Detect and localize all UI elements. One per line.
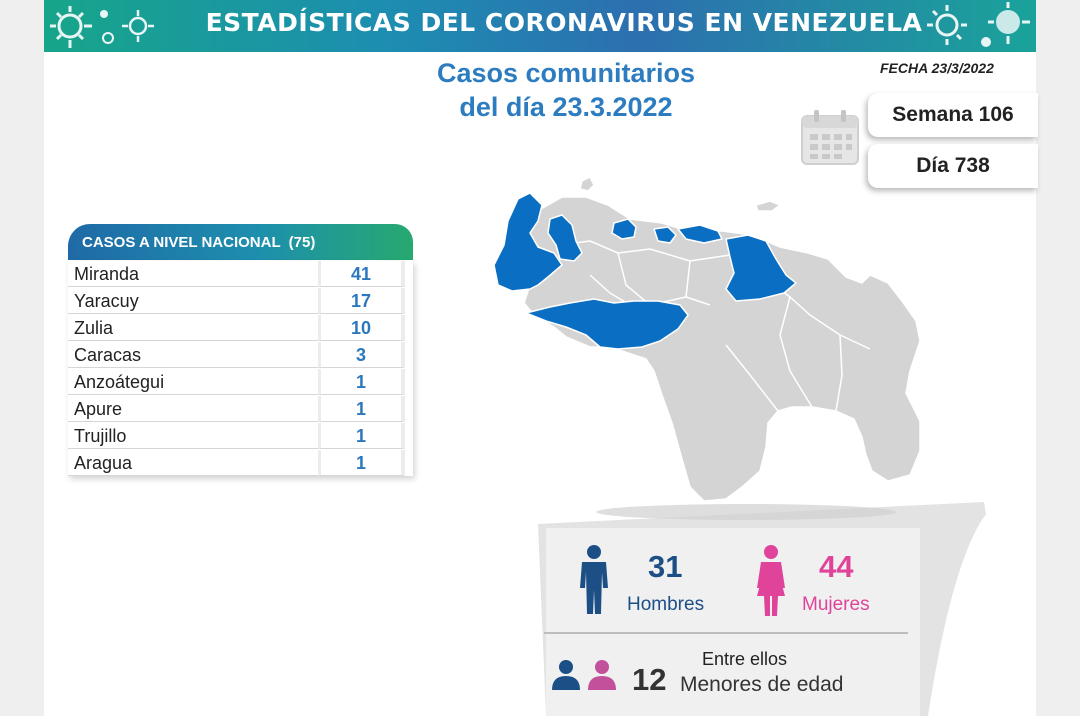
men-count: 31 (648, 549, 683, 584)
right-margin (1036, 0, 1080, 716)
table-row: Trujillo 1 (68, 423, 413, 449)
virus-icon (981, 2, 1030, 47)
state-name: Caracas (68, 342, 318, 368)
virus-icon (927, 5, 967, 45)
table-row: Zulia 10 (68, 315, 413, 341)
table-row: Caracas 3 (68, 342, 413, 368)
state-cases: 1 (318, 450, 405, 476)
header-banner: ESTADÍSTICAS DEL CORONAVIRUS EN VENEZUEL… (44, 0, 1036, 52)
map-aragua (653, 226, 677, 244)
week-label: Semana 106 (892, 103, 1014, 126)
left-margin (0, 0, 44, 716)
table-body: Miranda 41 Yaracuy 17 Zulia 10 Caracas 3 Anz… (68, 261, 413, 476)
state-cases: 10 (318, 315, 405, 341)
women-label: Mujeres (802, 594, 870, 615)
table-total: (75) (288, 233, 316, 251)
state-cases: 1 (318, 423, 405, 449)
day-label: Día 738 (916, 154, 990, 177)
state-cases: 3 (318, 342, 405, 368)
map-island (755, 200, 781, 212)
minors-label: Menores de edad (680, 673, 844, 696)
day-badge: Día 738 (868, 144, 1038, 188)
stats-divider (544, 632, 908, 634)
table-row: Anzoátegui 1 (68, 369, 413, 395)
state-name: Zulia (68, 315, 318, 341)
map-yaracuy (611, 218, 637, 240)
women-count: 44 (819, 549, 854, 584)
child-pair-icon (552, 660, 616, 690)
state-cases: 17 (318, 288, 405, 314)
table-title: CASOS A NIVEL NACIONAL (82, 233, 281, 251)
virus-icon (50, 6, 114, 48)
woman-icon (757, 545, 785, 616)
virus-icon (122, 10, 154, 42)
state-cases: 1 (318, 396, 405, 422)
state-name: Miranda (68, 261, 318, 287)
table-row: Aragua 1 (68, 450, 413, 476)
cases-table: CASOS A NIVEL NACIONAL (75) Miranda 41 Ya… (68, 224, 413, 476)
man-icon (580, 545, 608, 614)
map-trujillo (547, 214, 583, 262)
title-line-1: Casos comunitarios (436, 58, 696, 88)
minors-intro: Entre ellos (702, 649, 788, 669)
table-row: Yaracuy 17 (68, 288, 413, 314)
state-cases: 1 (318, 369, 405, 395)
week-badge: Semana 106 (868, 93, 1038, 137)
state-name: Anzoátegui (68, 369, 318, 395)
calendar-icon (801, 110, 859, 165)
table-header: CASOS A NIVEL NACIONAL (75) (68, 224, 413, 260)
date-label: FECHA 23/3/2022 (880, 60, 994, 76)
banner-title: ESTADÍSTICAS DEL CORONAVIRUS EN VENEZUEL… (205, 8, 923, 37)
state-name: Apure (68, 396, 318, 422)
table-row: Miranda 41 (68, 261, 413, 287)
map-island (579, 176, 595, 192)
page-title: Casos comunitarios del día 23.3.2022 (400, 56, 732, 124)
state-name: Aragua (68, 450, 318, 476)
venezuela-map (493, 176, 921, 502)
map-miranda (677, 224, 723, 244)
map-zulia (493, 192, 563, 292)
map-anzoategui (725, 234, 797, 302)
state-name: Trujillo (68, 423, 318, 449)
table-row: Apure 1 (68, 396, 413, 422)
men-label: Hombres (627, 594, 705, 615)
state-name: Yaracuy (68, 288, 318, 314)
state-cases: 41 (318, 261, 405, 287)
title-line-2: del día 23.3.2022 (459, 92, 673, 122)
map-apure (525, 298, 689, 350)
minors-count: 12 (632, 662, 667, 697)
